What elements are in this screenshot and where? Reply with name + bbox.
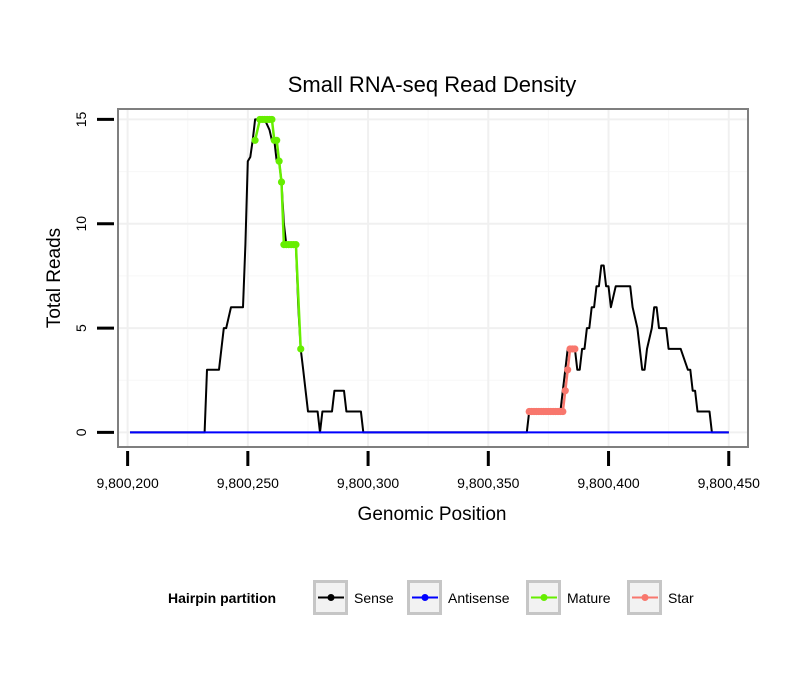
- data-point-star: [561, 387, 569, 395]
- x-tick-label: 9,800,350: [457, 475, 519, 491]
- grid-lines: [118, 109, 748, 447]
- data-point-mature: [273, 136, 281, 144]
- x-axis: 9,800,200 9,800,250 9,800,300 9,800,350 9,80…: [96, 451, 760, 491]
- y-tick-label: 0: [73, 428, 89, 436]
- legend: Hairpin partition Sense Antisense Mature St…: [168, 580, 694, 615]
- legend-key-point-antisense: [421, 594, 429, 601]
- plot-panel: [118, 109, 748, 447]
- legend-key-point-star: [641, 594, 649, 601]
- data-point-mature: [292, 241, 300, 249]
- data-point-mature: [251, 136, 259, 144]
- data-point-star: [564, 366, 572, 374]
- legend-label-sense: Sense: [354, 590, 394, 606]
- data-point-mature: [297, 345, 305, 353]
- x-tick-label: 9,800,450: [698, 475, 760, 491]
- data-point-mature: [268, 115, 276, 124]
- chart-title: Small RNA-seq Read Density: [288, 72, 577, 97]
- y-tick-label: 15: [73, 111, 89, 127]
- x-tick-label: 9,800,250: [217, 475, 279, 491]
- x-tick-label: 9,800,200: [96, 475, 158, 491]
- data-point-mature: [275, 157, 283, 165]
- x-axis-title: Genomic Position: [358, 504, 507, 525]
- data-point-star: [571, 345, 579, 353]
- y-axis-title: Total Reads: [44, 228, 65, 328]
- legend-key-point-sense: [327, 594, 335, 601]
- data-point-star: [559, 407, 567, 416]
- y-tick-label: 5: [73, 324, 89, 332]
- legend-key-point-mature: [540, 594, 548, 601]
- y-tick-label: 10: [73, 216, 89, 232]
- legend-label-star: Star: [668, 590, 694, 606]
- x-tick-label: 9,800,400: [577, 475, 639, 491]
- x-tick-label: 9,800,300: [337, 475, 399, 491]
- legend-label-antisense: Antisense: [448, 590, 510, 606]
- legend-label-mature: Mature: [567, 590, 611, 606]
- series-points: [251, 115, 579, 416]
- data-point-mature: [277, 178, 286, 186]
- legend-title: Hairpin partition: [168, 590, 276, 606]
- plot-border: [117, 108, 749, 448]
- y-axis: 0 5 10 15: [73, 111, 114, 436]
